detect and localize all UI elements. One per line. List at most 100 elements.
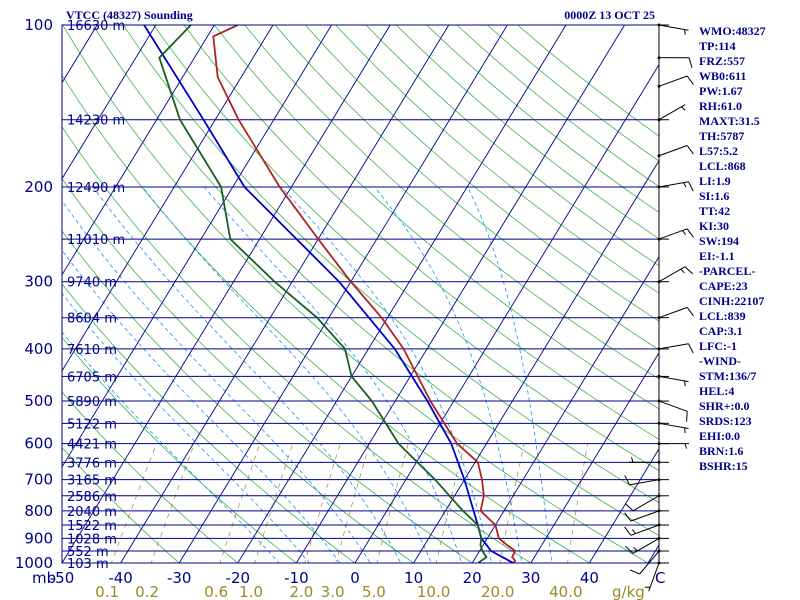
stability-index-item: WMO:48327 <box>699 24 766 38</box>
chart-title-time: 0000Z 13 OCT 25 <box>564 8 655 22</box>
isotherm-line <box>237 25 567 563</box>
wind-barb <box>657 104 686 122</box>
height-label: 552 m <box>67 545 109 560</box>
wind-barb <box>657 75 694 88</box>
wind-barb-staff <box>658 181 689 188</box>
wind-barb-staff <box>658 306 688 319</box>
wind-barb-column <box>624 23 694 592</box>
mixing-ratio-label: 2.0 <box>289 583 313 600</box>
height-label: 5122 m <box>67 417 117 432</box>
pressure-tick-label: 100 <box>24 16 53 34</box>
wind-barb-base <box>657 460 661 464</box>
wind-barb-staff <box>639 550 660 575</box>
wind-barb-feather <box>624 526 632 536</box>
wind-barb-half-feather <box>633 546 638 552</box>
moist-adiabat-line <box>62 292 310 563</box>
wind-barb-staff <box>632 495 660 512</box>
dry-adiabat-line <box>123 25 659 504</box>
wind-barb-base <box>657 442 661 446</box>
wind-barb-staff <box>658 422 689 429</box>
isotherm-line <box>62 25 274 372</box>
pressure-tick-label: 400 <box>24 340 53 358</box>
temperature-tick-label: 30 <box>521 569 540 587</box>
mixing-ratio-label: 10.0 <box>417 583 450 600</box>
stability-index-item: LFC:-1 <box>699 339 737 353</box>
height-label: 11010 m <box>67 233 125 248</box>
height-label: 1028 m <box>67 532 117 547</box>
wind-barb <box>624 523 661 536</box>
wind-barb-staff <box>658 75 688 87</box>
wind-barb-base <box>657 478 661 482</box>
moist-adiabat-line <box>92 186 402 563</box>
height-label: 6705 m <box>67 370 117 385</box>
wind-barb-base <box>657 421 661 425</box>
wind-barb <box>625 536 661 554</box>
wind-barb <box>624 509 661 522</box>
moist-adiabat-line <box>62 249 341 563</box>
isotherm-grid <box>62 25 659 563</box>
wind-barb <box>657 56 693 68</box>
temperature-tick-label: -10 <box>284 569 309 587</box>
stability-index-item: RH:61.0 <box>699 99 742 113</box>
wind-barb-half-feather <box>681 106 686 111</box>
wind-barb-base <box>657 23 661 27</box>
wind-barb-half-feather <box>631 457 634 463</box>
wind-barb-feather <box>688 343 694 354</box>
dry-adiabat-line <box>62 126 532 563</box>
wind-barb-staff <box>658 343 689 350</box>
isotherm-line <box>589 448 659 563</box>
isotherm-line <box>354 63 659 563</box>
stability-index-item: KI:30 <box>699 219 729 233</box>
temperature-line <box>212 25 517 563</box>
dry-adiabat-line <box>214 25 659 410</box>
wind-barb-staff <box>658 24 689 31</box>
wind-barb <box>657 306 694 320</box>
isotherm-line <box>413 159 659 563</box>
temperature-tick-label: 40 <box>580 569 599 587</box>
height-labels: 16630 m 14230 m 12490 m 11010 m 9740 m 8604 m… <box>67 19 125 572</box>
temperature-axis-labels: -50 -40 -30 -20 -10 0 10 20 30 40 <box>50 569 599 587</box>
temperature-tick-label: 10 <box>404 569 423 587</box>
dewpoint-line <box>158 25 488 563</box>
wind-barb-staff <box>658 400 688 412</box>
wind-barb <box>657 23 689 35</box>
pressure-tick-label: 800 <box>24 502 53 520</box>
pressure-tick-label: 900 <box>24 529 53 547</box>
isotherm-line <box>62 25 332 468</box>
pressure-tick-label: 600 <box>24 435 53 453</box>
mixing-ratio-label: 1.0 <box>239 583 263 600</box>
stability-index-list: WMO:48327TP:114FRZ:557WB0:611PW:1.67RH:6… <box>699 24 766 473</box>
height-label: 103 m <box>67 557 109 572</box>
dry-adiabat-line <box>305 25 659 322</box>
mixing-ratio-labels: 0.1 0.2 0.6 1.0 2.0 3.0 5.0 10.0 20.0 40.0 <box>95 583 582 600</box>
stability-index-item: TP:114 <box>699 39 736 53</box>
stability-index-item: LCL:839 <box>699 309 746 323</box>
wind-barb-feather <box>625 545 634 554</box>
moist-adiabat-line <box>142 186 432 563</box>
isotherm-line <box>178 25 508 563</box>
isotherm-line <box>62 25 215 276</box>
wind-barb <box>657 181 694 192</box>
wind-barb-staff <box>629 479 660 486</box>
dry-adiabat-line <box>153 25 659 472</box>
wind-barb <box>657 374 689 387</box>
wind-barb-base <box>657 494 661 498</box>
dry-adiabat-line <box>335 25 659 294</box>
wind-barb <box>625 494 661 512</box>
mixing-ratio-line <box>567 443 589 563</box>
mixing-ratio-label: 0.6 <box>204 583 228 600</box>
wind-barb <box>657 399 688 422</box>
height-label: 14230 m <box>67 114 125 129</box>
wind-barb-feather <box>684 266 693 275</box>
stability-index-item: HEL:4 <box>699 384 734 398</box>
stability-index-item: LCL:868 <box>699 159 746 173</box>
moist-adiabat-line <box>62 331 280 563</box>
wind-barb-feather <box>688 57 693 68</box>
stability-index-item: -WIND- <box>699 354 741 368</box>
stability-index-item: EI:-1.1 <box>699 249 735 263</box>
wind-barb-half-feather <box>684 427 686 434</box>
mixing-ratio-label: 0.1 <box>95 583 119 600</box>
moist-adiabat-line <box>467 186 553 563</box>
height-label: 3776 m <box>67 456 117 471</box>
